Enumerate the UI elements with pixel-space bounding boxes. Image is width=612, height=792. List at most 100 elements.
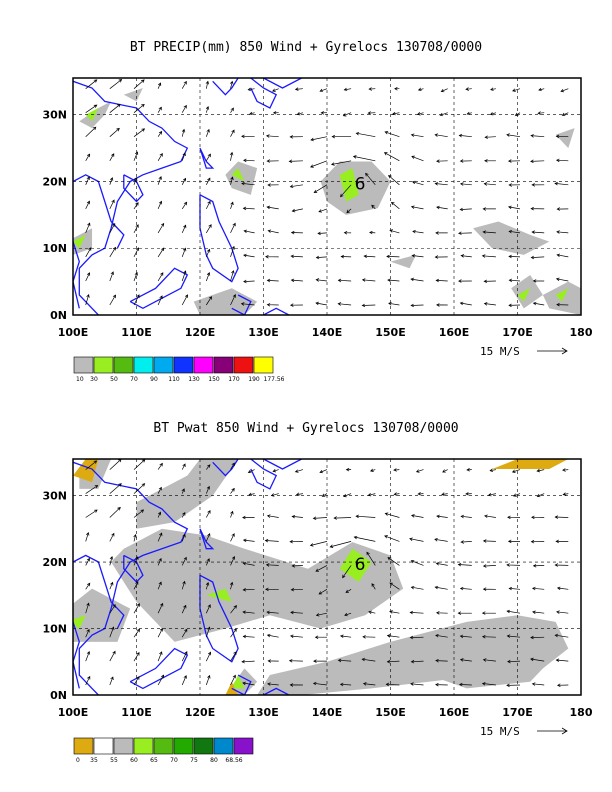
wind-vector: [267, 229, 279, 234]
latitude-tick-label: 0N: [50, 309, 67, 322]
wind-vector: [434, 182, 448, 186]
wind-vector: [157, 82, 162, 89]
wind-vector: [295, 492, 303, 496]
wind-vector: [157, 627, 163, 638]
colorbar-label: 65: [150, 757, 158, 764]
wind-vector: [554, 515, 569, 519]
latitude-tick-label: 20N: [42, 556, 67, 569]
wind-vector: [265, 134, 279, 138]
wind-vector: [289, 135, 303, 139]
precip-map-panel: 6 100E 110E 120E 130E 140E 150E 160E 170E 180 0N 10…: [42, 77, 593, 383]
wind-vector: [555, 277, 569, 282]
wind-vector: [133, 294, 140, 306]
wind-vector: [393, 468, 400, 472]
coastline: [199, 574, 239, 663]
wind-vector: [556, 230, 569, 234]
wind-vector: [409, 537, 424, 542]
wind-vector: [511, 469, 521, 473]
longitude-tick-label: 170E: [502, 706, 532, 719]
wind-vector: [266, 610, 279, 615]
wind-vector: [109, 199, 115, 210]
wind-vector: [387, 557, 400, 566]
wind-vector: [157, 272, 164, 282]
wind-vector: [513, 493, 521, 497]
wind-vector: [434, 133, 448, 138]
colorbar-label: 80: [210, 757, 218, 764]
wind-vector: [242, 538, 255, 543]
wind-vector: [109, 79, 123, 89]
colorbar-label: 170: [228, 376, 240, 383]
wind-vector: [181, 247, 187, 258]
wind-vector: [294, 87, 303, 91]
wind-vector: [340, 254, 352, 259]
wind-vector: [181, 128, 186, 137]
wind-vector: [460, 514, 472, 519]
wind-vector: [230, 201, 234, 210]
wind-vector: [530, 635, 545, 640]
wind-vector: [109, 604, 116, 614]
wind-vector: [554, 563, 569, 567]
wind-vector: [362, 635, 376, 639]
wind-vector: [205, 177, 211, 185]
wind-vector: [384, 535, 400, 542]
colorbar-swatch: [253, 356, 274, 374]
colorbar-swatch: [113, 737, 134, 755]
wind-vector: [133, 128, 146, 137]
wind-vector: [537, 111, 545, 115]
wind-vector: [321, 493, 328, 497]
wind-vector: [109, 153, 115, 161]
wind-reference-arrow: [537, 727, 568, 735]
wind-vector: [353, 535, 376, 542]
wind-vector: [230, 294, 236, 306]
wind-vector: [133, 651, 140, 662]
coastline: [123, 174, 144, 203]
wind-vector: [85, 222, 91, 234]
wind-vector: [157, 247, 165, 258]
wind-vector: [205, 582, 210, 590]
wind-vector: [133, 581, 139, 590]
wind-vector: [409, 610, 424, 615]
wind-vector: [181, 604, 187, 614]
wind-reference-label: 15 M/S: [480, 725, 520, 738]
wind-vector: [242, 561, 255, 566]
wind-vector: [531, 682, 545, 686]
wind-vector: [181, 511, 186, 518]
wind-vector: [320, 111, 328, 115]
longitude-tick-label: 100E: [58, 706, 88, 719]
wind-vector: [435, 562, 448, 566]
precip-colorbar: 10 30 50 70 90 110 130 150 170 190 177.56: [73, 356, 285, 383]
wind-vector: [508, 278, 521, 283]
wind-vector: [109, 246, 116, 258]
colorbar-swatch: [113, 356, 134, 374]
wind-vector: [157, 486, 162, 494]
wind-vector: [266, 514, 279, 518]
wind-vector: [310, 136, 328, 142]
wind-vector: [85, 628, 90, 638]
longitude-tick-label: 130E: [248, 706, 278, 719]
wind-vector: [507, 515, 521, 520]
wind-vector: [109, 581, 114, 590]
wind-vector: [266, 633, 279, 638]
wind-vector: [555, 658, 569, 662]
map-frame: [72, 77, 582, 316]
wind-vector: [290, 587, 303, 592]
wind-vector: [371, 583, 376, 590]
wind-vector: [459, 658, 472, 662]
coastline: [73, 80, 189, 315]
wind-vector: [361, 278, 376, 282]
wind-vector: [410, 277, 424, 282]
map-field: [73, 78, 581, 315]
wind-vector: [205, 80, 210, 89]
colorbar-swatch: [193, 737, 214, 755]
wind-vector: [205, 248, 211, 258]
longitude-tick-label: 140E: [312, 706, 342, 719]
wind-vector: [435, 682, 448, 687]
wind-vector: [366, 551, 376, 566]
wind-vector: [230, 270, 235, 282]
wind-vector: [346, 208, 352, 214]
wind-vector: [560, 88, 569, 93]
wind-vector: [133, 271, 138, 282]
wind-vector: [389, 582, 400, 590]
pwat-green: [231, 675, 245, 689]
latitude-tick-label: 20N: [42, 175, 67, 188]
